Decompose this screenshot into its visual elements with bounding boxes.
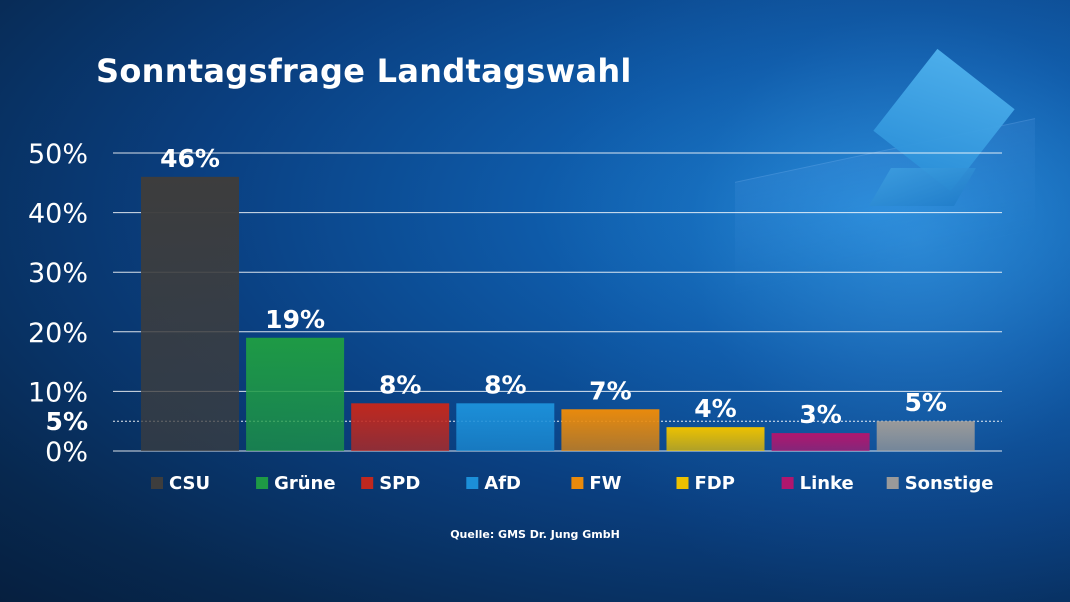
bar-value-label: 46% [160, 144, 220, 173]
y-tick-label: 10% [28, 377, 88, 408]
chart-title: Sonntagsfrage Landtagswahl [96, 52, 632, 90]
legend-swatch [151, 477, 163, 489]
legend-swatch [886, 477, 899, 489]
legend-swatch [676, 477, 689, 489]
legend-label: CSU [169, 473, 210, 494]
bar-value-label: 8% [379, 370, 421, 399]
bar-sonstige [876, 421, 975, 451]
bar-value-label: 3% [799, 400, 841, 429]
bar-fdp [666, 427, 765, 451]
legend-swatch [256, 477, 269, 489]
bar-value-label: 19% [265, 305, 325, 334]
y-tick-label: 30% [28, 258, 88, 289]
legend-label: Linke [800, 473, 854, 494]
bar-afd [456, 403, 555, 451]
source-note: Quelle: GMS Dr. Jung GmbH [450, 528, 620, 541]
legend-label: AfD [484, 473, 521, 494]
y-tick-label: 50% [28, 139, 88, 170]
legend-swatch [781, 477, 794, 489]
bar-csu [141, 176, 239, 451]
legend-label: FDP [695, 473, 735, 494]
legend-swatch [571, 477, 584, 489]
legend-swatch [466, 477, 479, 489]
bar-linke [771, 433, 870, 451]
bar-value-label: 8% [484, 370, 526, 399]
y-tick-label: 0% [45, 437, 88, 468]
bar-fw [561, 409, 660, 451]
reference-line-label: 5% [46, 407, 88, 436]
legend-label: SPD [379, 473, 420, 494]
legend-label: Grüne [274, 473, 336, 494]
bar-grüne [246, 337, 345, 451]
bar-spd [351, 403, 450, 451]
y-tick-label: 40% [28, 199, 88, 230]
y-tick-label: 20% [28, 318, 88, 349]
legend-label: FW [589, 473, 621, 494]
bar-value-label: 5% [904, 388, 946, 417]
bar-value-label: 7% [589, 376, 631, 405]
bar-value-label: 4% [694, 394, 736, 423]
legend-swatch [361, 477, 374, 489]
legend-label: Sonstige [905, 473, 994, 494]
